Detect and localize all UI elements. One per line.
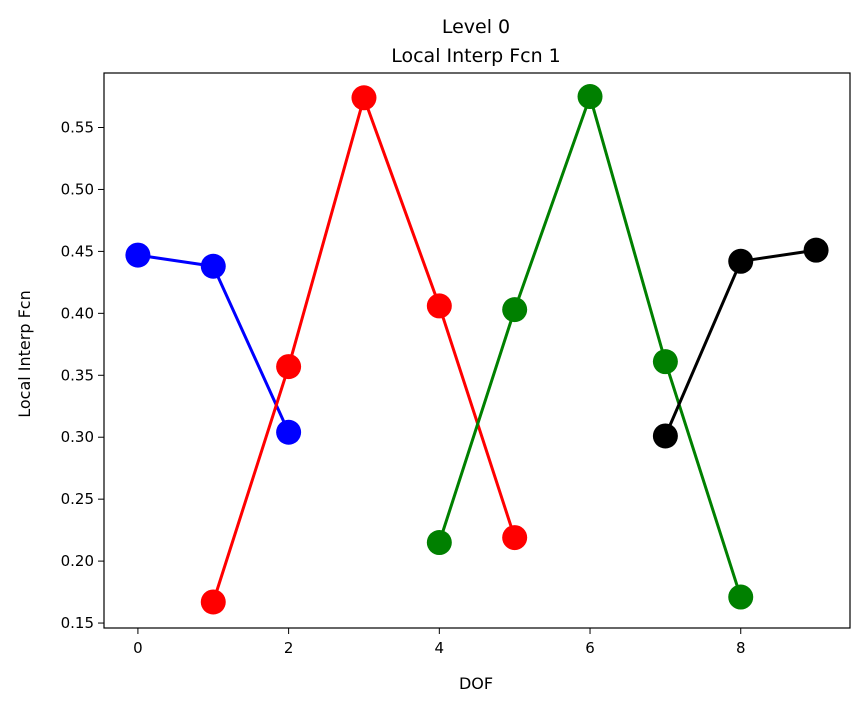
- x-axis-label: DOF: [459, 674, 493, 693]
- data-point: [200, 253, 226, 279]
- y-tick-label: 0.45: [61, 242, 94, 260]
- data-point: [652, 423, 678, 449]
- series-3: [652, 237, 829, 449]
- series-1: [200, 85, 528, 615]
- y-axis-label: Local Interp Fcn: [15, 290, 34, 418]
- series-layer: [125, 84, 829, 615]
- y-tick-label: 0.25: [61, 490, 94, 508]
- x-tick-label: 0: [133, 639, 143, 657]
- x-tick-label: 6: [585, 639, 595, 657]
- data-point: [276, 354, 302, 380]
- data-point: [200, 589, 226, 615]
- x-axis: 0 2 4 6 8: [133, 628, 746, 657]
- y-tick-label: 0.55: [61, 119, 94, 137]
- data-point: [502, 525, 528, 551]
- data-point: [351, 85, 377, 111]
- x-tick-label: 8: [736, 639, 746, 657]
- y-axis: 0.15 0.20 0.25 0.30 0.35 0.40 0.45 0.50 0.55: [61, 119, 104, 632]
- series-line: [137, 253, 290, 433]
- series-2: [426, 84, 754, 610]
- x-tick-label: 2: [284, 639, 294, 657]
- chart-title: Level 0: [442, 16, 510, 38]
- data-point: [502, 297, 528, 323]
- data-point: [728, 584, 754, 610]
- plot-frame: [103, 72, 851, 629]
- data-point: [426, 293, 452, 319]
- data-point: [125, 242, 151, 268]
- y-tick-label: 0.50: [61, 180, 94, 198]
- data-point: [426, 530, 452, 556]
- data-point: [803, 237, 829, 263]
- data-point: [276, 419, 302, 445]
- data-point: [577, 84, 603, 110]
- plot-area: [103, 72, 851, 629]
- data-point: [652, 349, 678, 375]
- y-tick-label: 0.30: [61, 428, 94, 446]
- y-tick-label: 0.35: [61, 366, 94, 384]
- y-tick-label: 0.20: [61, 552, 94, 570]
- y-tick-label: 0.15: [61, 614, 94, 632]
- chart-subtitle: Local Interp Fcn 1: [391, 45, 561, 67]
- y-tick-label: 0.40: [61, 304, 94, 322]
- series-line: [664, 248, 817, 437]
- series-line: [437, 95, 743, 598]
- x-tick-label: 4: [435, 639, 445, 657]
- series-0: [125, 242, 302, 445]
- data-point: [728, 248, 754, 274]
- series-line: [211, 96, 517, 603]
